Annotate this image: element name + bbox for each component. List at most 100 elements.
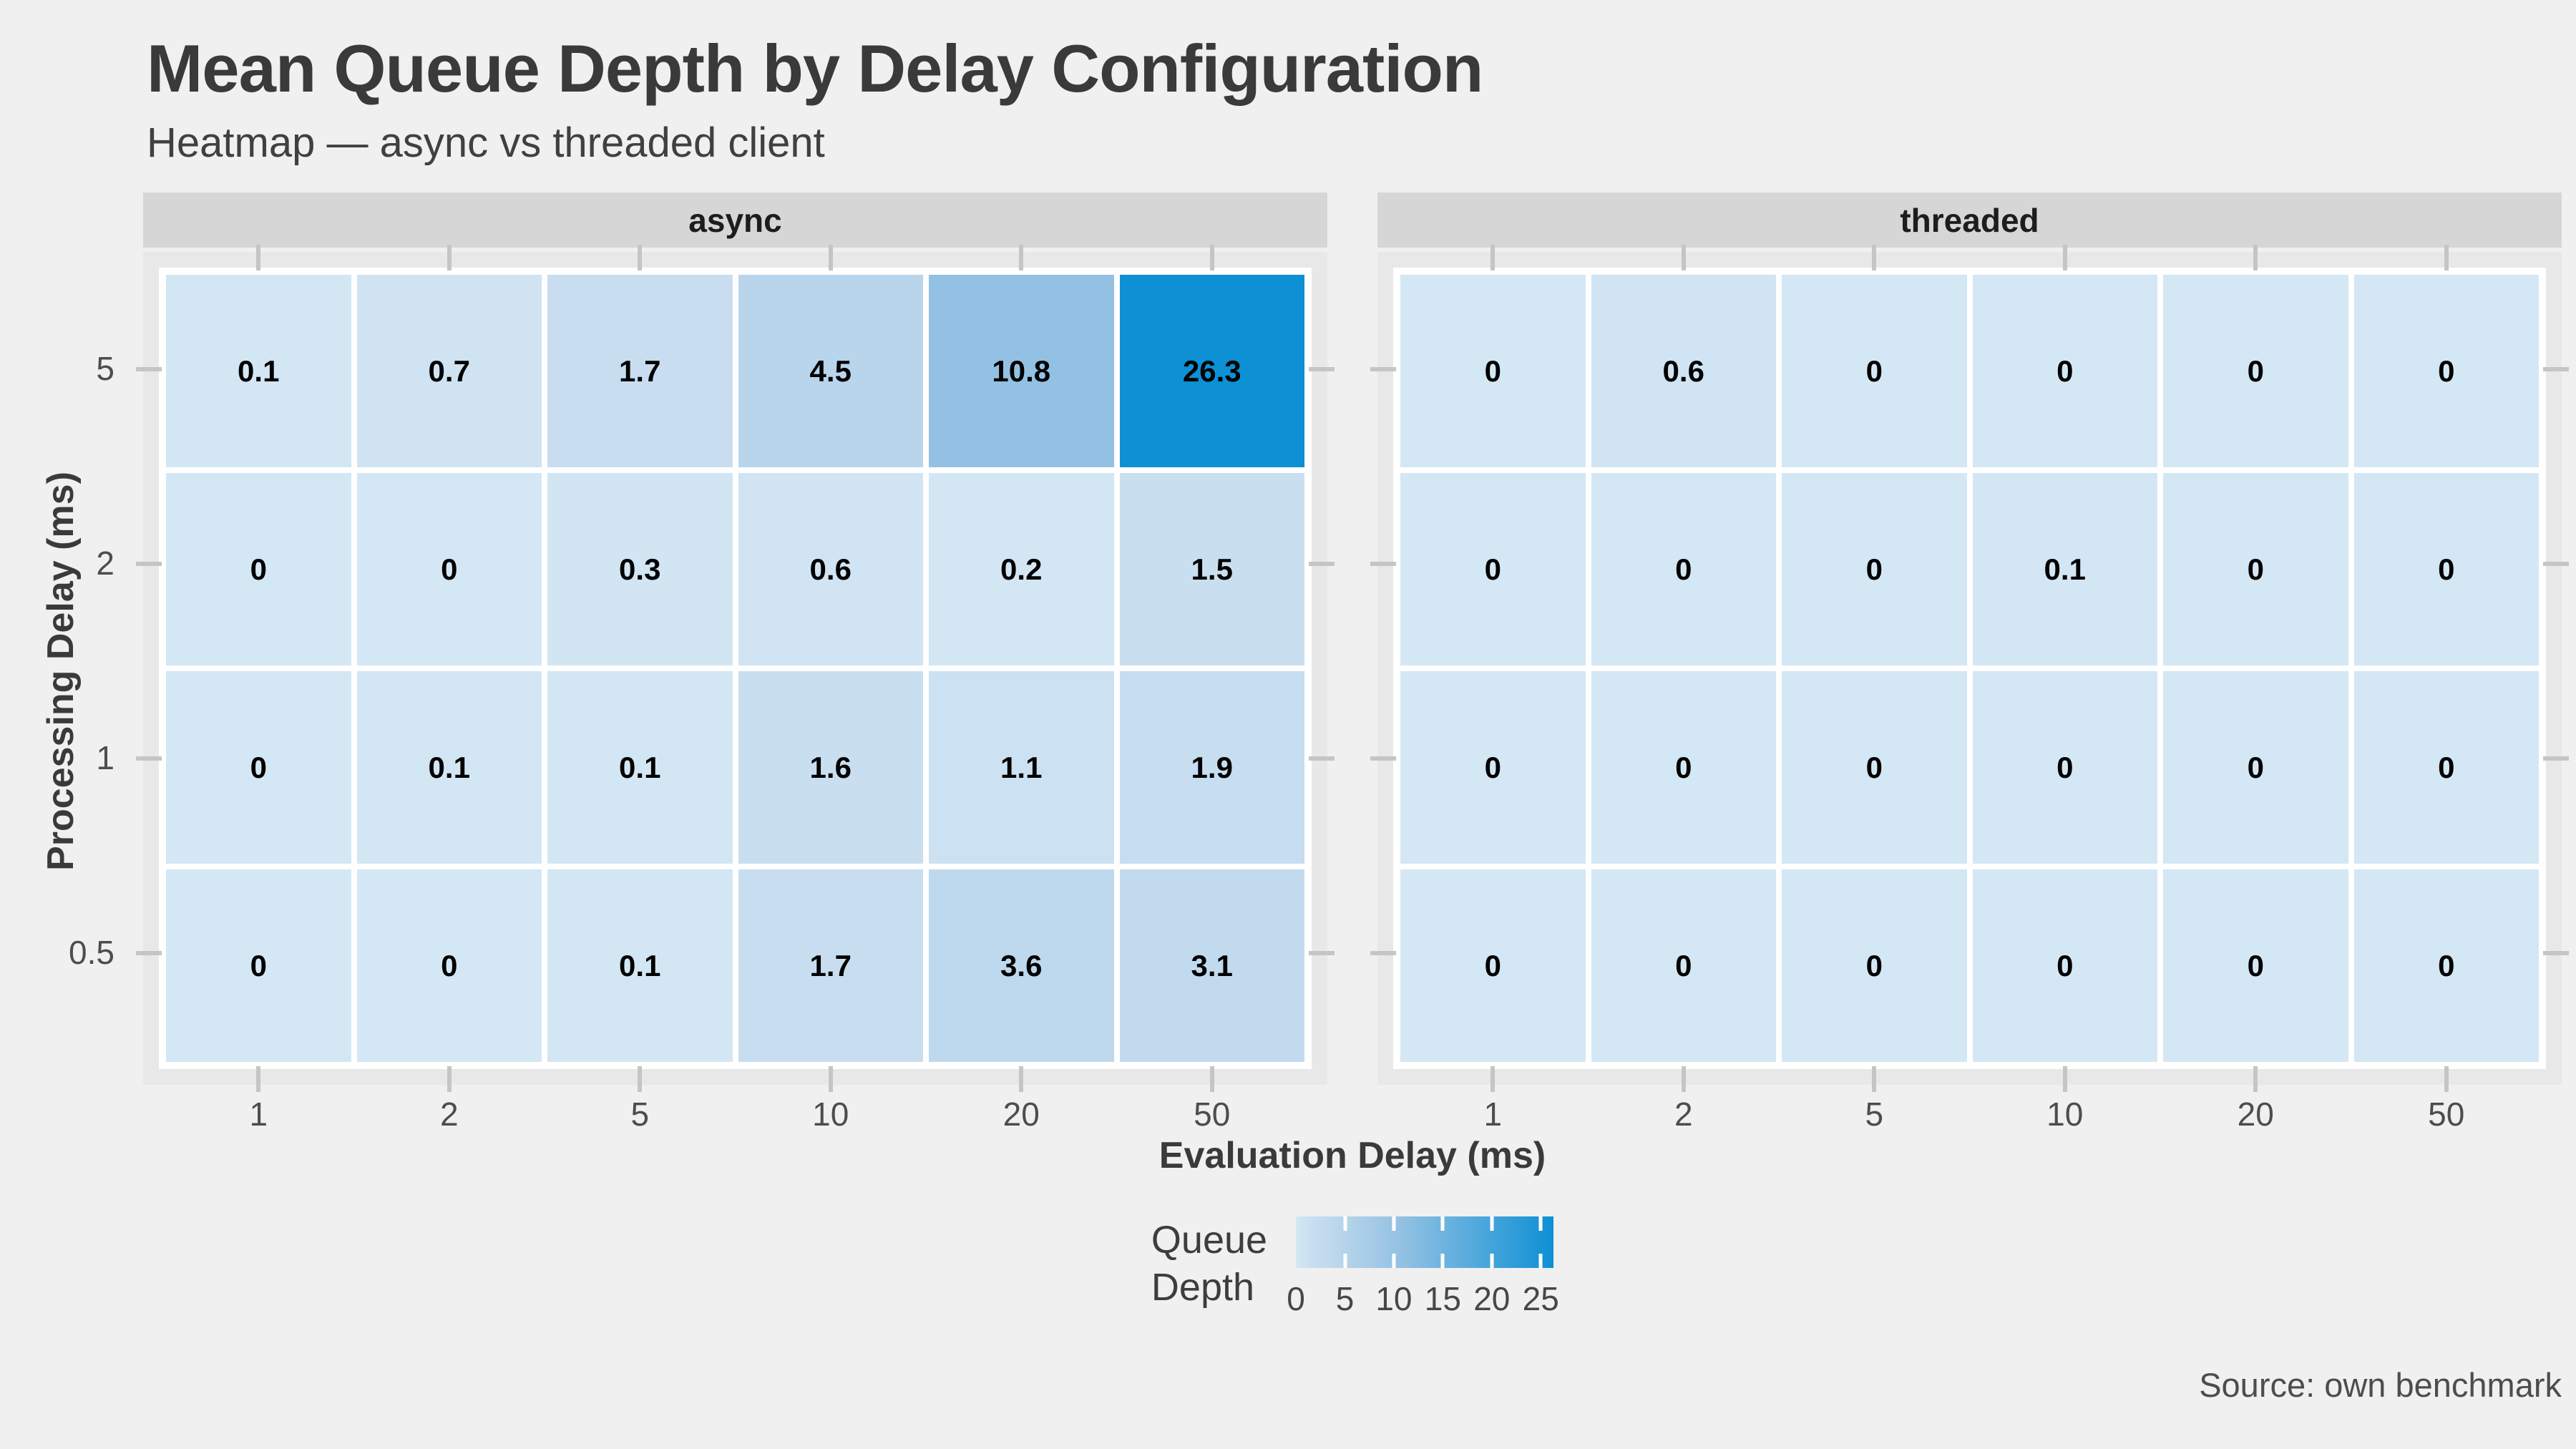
heatmap-cell: 0 [2163, 869, 2348, 1062]
axis-tick [1872, 245, 1877, 270]
heatmap-cell: 0 [1782, 671, 1967, 864]
axis-tick [256, 245, 261, 270]
x-tick-label: 1 [249, 1096, 268, 1133]
heatmap-cell: 0 [166, 869, 351, 1062]
legend-tick-label: 25 [1522, 1280, 1559, 1317]
axis-tick [1872, 1066, 1877, 1092]
axis-tick [1370, 951, 1396, 955]
legend-tick-label: 20 [1473, 1280, 1511, 1317]
heatmap-cell: 4.5 [738, 275, 923, 467]
axis-tick [2543, 562, 2569, 566]
heatmap-cell: 0 [1591, 671, 1776, 864]
axis-tick [1309, 367, 1335, 371]
legend-tick-mark [1490, 1216, 1494, 1231]
heatmap-cell: 0 [2163, 275, 2348, 467]
legend-tick-mark [1538, 1216, 1543, 1231]
x-axis-title: Evaluation Delay (ms) [1158, 1135, 1546, 1176]
heatmap-panel-async: 0.1 0.7 1.7 4.5 10.8 26.3 0 0 0.3 0.6 0.2 1.5 0 0.1 0.… [69, 245, 1335, 1092]
axis-tick [2543, 951, 2569, 955]
axis-tick [2062, 1066, 2067, 1092]
heatmap-cell: 1.1 [929, 671, 1114, 864]
axis-tick [2444, 245, 2449, 270]
heatmap-cell: 1.6 [738, 671, 923, 864]
chart-subtitle: Heatmap — async vs threaded client [147, 119, 825, 166]
heatmap-grid: 0 0.6 0 0 0 0 0 0 0 0.1 0 0 0 0 0 0 0 0 0 0 0 0 0 0 [1400, 275, 2539, 1062]
heatmap-cell: 0 [1400, 671, 1586, 864]
heatmap-cell: 3.6 [929, 869, 1114, 1062]
heatmap-cell: 0.1 [547, 671, 733, 864]
axis-tick [1209, 1066, 1214, 1092]
x-tick-label: 20 [2237, 1096, 2274, 1133]
legend-colorbar [1296, 1216, 1554, 1268]
axis-tick [1491, 1066, 1496, 1092]
axis-tick [2253, 245, 2258, 270]
heatmap-cell: 0.7 [356, 275, 542, 467]
legend-title-line: Depth [1151, 1266, 1255, 1309]
heatmap-cell: 0 [1972, 671, 2157, 864]
legend-tick-mark [1392, 1254, 1396, 1268]
axis-tick [2062, 245, 2067, 270]
heatmap-cell: 26.3 [1119, 275, 1304, 467]
legend-tick-mark [1538, 1254, 1543, 1268]
y-tick-label: 2 [96, 545, 114, 582]
heatmap-cell: 0.6 [1591, 275, 1776, 467]
panel-frame: 0.1 0.7 1.7 4.5 10.8 26.3 0 0 0.3 0.6 0.2 1.5 0 0.1 0.… [159, 268, 1312, 1069]
heatmap-cell: 0.1 [166, 275, 351, 467]
heatmap-cell: 0 [1782, 869, 1967, 1062]
x-tick-label: 2 [439, 1096, 459, 1133]
axis-tick [447, 1066, 452, 1092]
x-tick-label: 10 [812, 1096, 849, 1133]
y-tick-label: 5 [96, 350, 114, 387]
heatmap-cell: 0 [1400, 869, 1586, 1062]
heatmap-cell: 0 [2163, 671, 2348, 864]
legend-colorbar-group: 0 5 10 15 20 25 [1287, 1216, 1559, 1317]
axis-tick [2444, 1066, 2449, 1092]
heatmap-cell: 1.5 [1119, 473, 1304, 665]
axis-tick [1019, 1066, 1024, 1092]
axis-tick [638, 245, 643, 270]
heatmap-cell: 0 [2163, 473, 2348, 665]
x-tick-label: 5 [1865, 1096, 1884, 1133]
legend-tick-label: 15 [1424, 1280, 1461, 1317]
chart-title: Mean Queue Depth by Delay Configuration [147, 31, 1483, 106]
axis-tick [1370, 367, 1396, 371]
legend-tick-mark [1343, 1254, 1347, 1268]
axis-tick [1019, 245, 1024, 270]
axis-tick [638, 1066, 643, 1092]
facet-threaded: threaded 0 0.6 0 0 0 0 0 0 0 0.1 0 0 0 0 0 0 0 0 0 0 0 0 0 0 1 2 5 1… [1370, 192, 2569, 1142]
y-tick-label: 1 [96, 739, 114, 776]
y-axis-title: Processing Delay (ms) [40, 472, 82, 871]
axis-tick [2543, 756, 2569, 761]
heatmap-cell: 0 [2353, 473, 2539, 665]
axis-tick [256, 1066, 261, 1092]
x-tick-labels: 1 2 5 10 20 50 [143, 1085, 1327, 1142]
legend-tick-mark [1343, 1216, 1347, 1231]
heatmap-cell: 0 [1591, 473, 1776, 665]
axis-tick [136, 562, 162, 566]
source-note: Source: own benchmark [2199, 1366, 2562, 1404]
legend-title: Queue Depth [1151, 1217, 1267, 1312]
heatmap-cell: 0 [1782, 473, 1967, 665]
axis-tick [1309, 562, 1335, 566]
legend-tick-labels: 0 5 10 15 20 25 [1287, 1268, 1559, 1317]
heatmap-cell: 0.1 [1972, 473, 2157, 665]
axis-tick [1370, 756, 1396, 761]
x-tick-label: 50 [1194, 1096, 1231, 1133]
heatmap-cell: 10.8 [929, 275, 1114, 467]
axis-tick [2543, 367, 2569, 371]
legend-tick-label: 10 [1375, 1280, 1413, 1317]
axis-tick [1309, 951, 1335, 955]
axis-tick [1491, 245, 1496, 270]
heatmap-cell: 3.1 [1119, 869, 1304, 1062]
heatmap-panel-threaded: 0 0.6 0 0 0 0 0 0 0 0.1 0 0 0 0 0 0 0 0 0 0 0 0 0 0 [1370, 245, 2569, 1092]
x-tick-label: 50 [2428, 1096, 2465, 1133]
axis-tick [136, 756, 162, 761]
facet-panels: async 0.1 0.7 1.7 4.5 10.8 26.3 0 0 0.3 0.6 0.2 1.5 0… [69, 192, 2569, 1142]
facet-strip-async: async [143, 192, 1327, 248]
x-tick-label: 1 [1483, 1096, 1503, 1133]
heatmap-cell: 0 [1972, 275, 2157, 467]
heatmap-cell: 0.6 [738, 473, 923, 665]
heatmap-cell: 0.3 [547, 473, 733, 665]
heatmap-cell: 0 [356, 869, 542, 1062]
heatmap-cell: 0 [1972, 869, 2157, 1062]
